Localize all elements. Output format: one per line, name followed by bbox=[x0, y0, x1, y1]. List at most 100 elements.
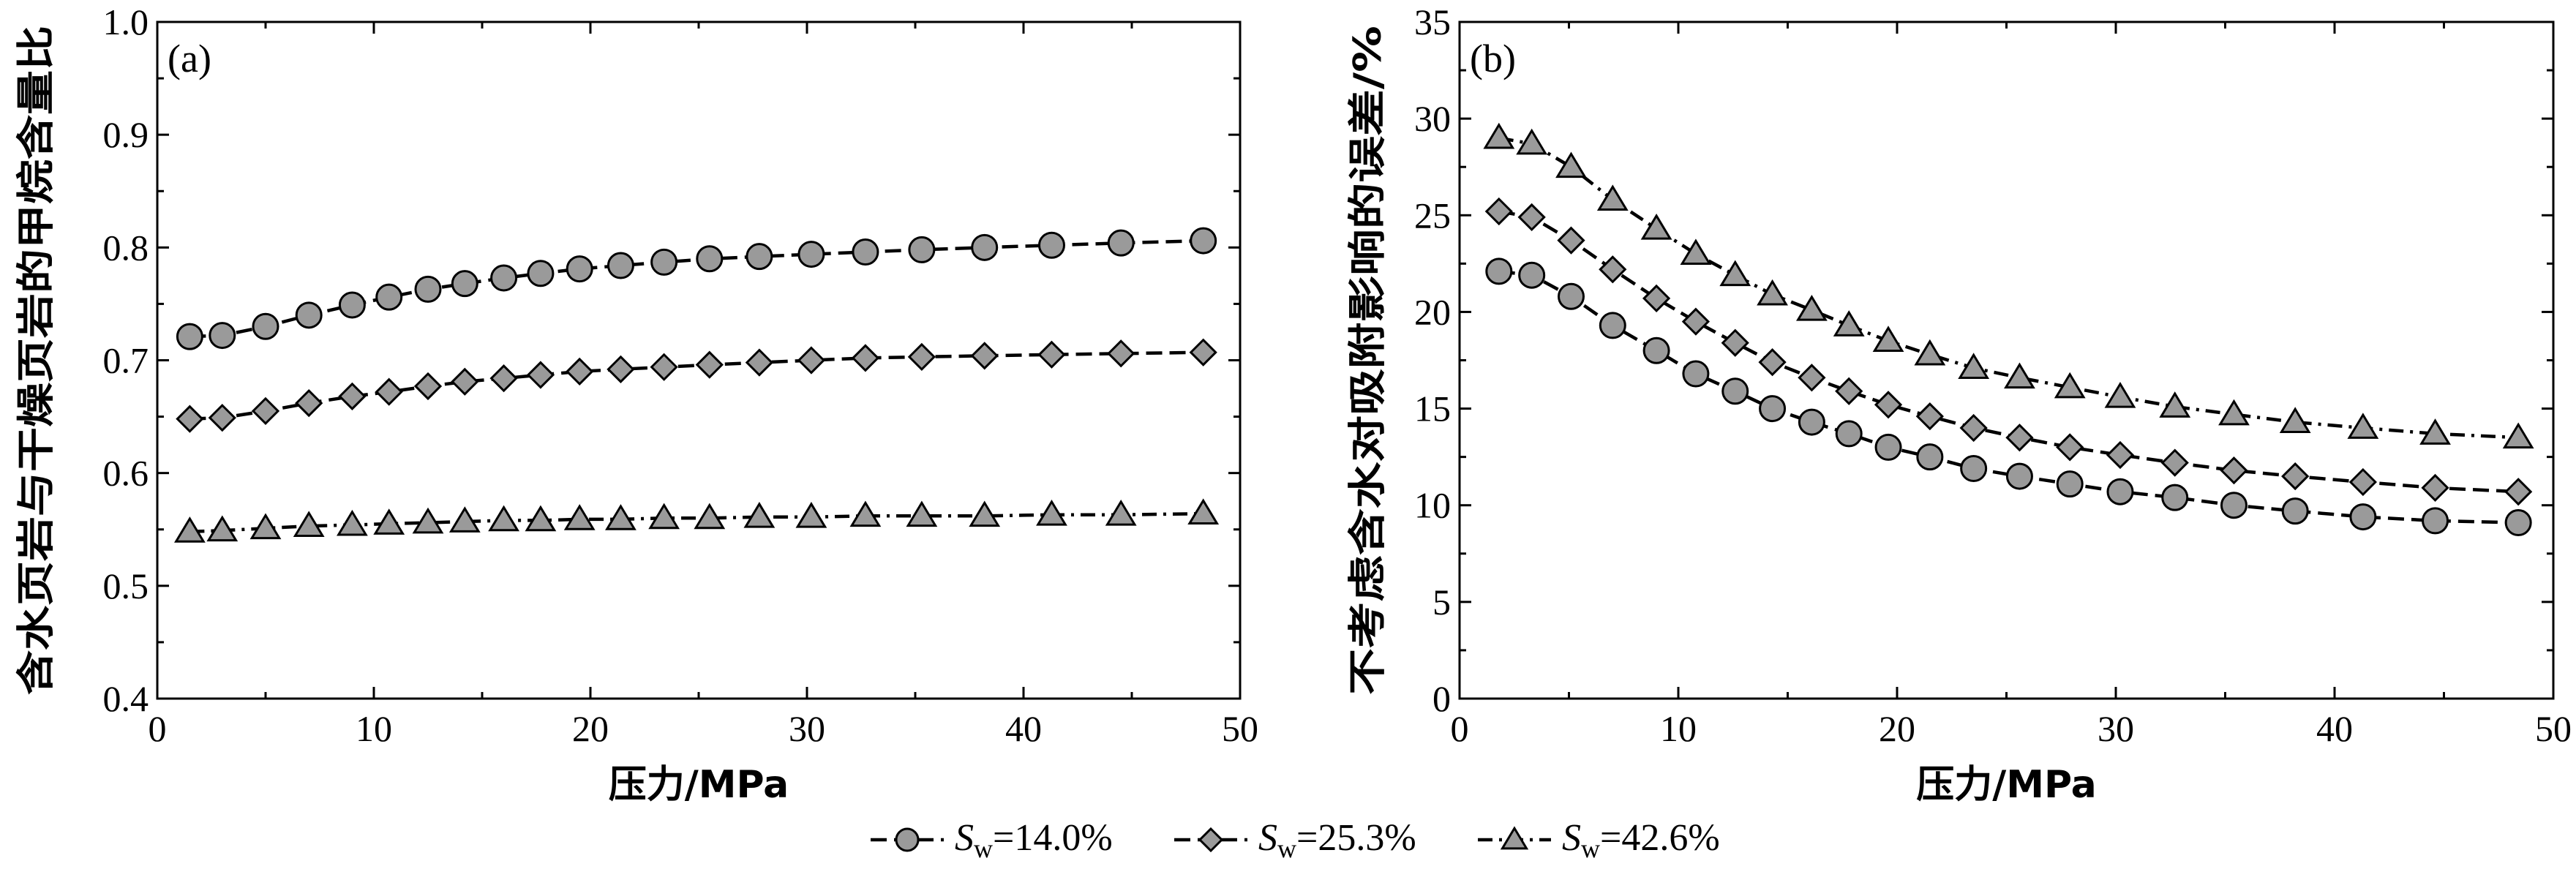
data-point bbox=[1190, 227, 1217, 255]
data-point bbox=[1721, 377, 1749, 405]
x-tick-label: 10 bbox=[356, 708, 392, 749]
data-point bbox=[448, 506, 481, 533]
data-point bbox=[206, 515, 239, 542]
legend-label: Sw=25.3% bbox=[1258, 817, 1416, 863]
data-point bbox=[1916, 443, 1944, 471]
data-point bbox=[1187, 498, 1220, 525]
data-point bbox=[2106, 478, 2134, 505]
data-point bbox=[607, 252, 634, 279]
data-point bbox=[174, 516, 206, 543]
data-point bbox=[451, 270, 478, 298]
data-point bbox=[338, 291, 366, 319]
data-point bbox=[797, 241, 825, 268]
data-point bbox=[2054, 372, 2086, 399]
data-point bbox=[373, 508, 405, 535]
data-point bbox=[1642, 284, 1671, 313]
data-point bbox=[1757, 279, 1788, 306]
data-point bbox=[1874, 433, 1902, 461]
legend-label: Sw=42.6% bbox=[1562, 817, 1720, 863]
legend-item: Sw=42.6% bbox=[1478, 817, 1720, 863]
data-point bbox=[650, 353, 678, 381]
y-tick-label: 0 bbox=[1432, 678, 1451, 719]
data-point bbox=[650, 248, 678, 276]
data-point bbox=[295, 301, 323, 329]
data-point bbox=[2004, 362, 2035, 389]
data-point bbox=[1681, 307, 1711, 336]
data-point bbox=[2159, 391, 2191, 418]
data-point bbox=[526, 361, 555, 389]
data-point bbox=[2421, 473, 2449, 503]
data-point bbox=[1484, 197, 1513, 226]
legend-marker bbox=[1198, 827, 1224, 853]
data-point bbox=[1958, 353, 1990, 379]
data-point bbox=[2504, 478, 2533, 506]
data-point bbox=[566, 255, 593, 283]
data-point bbox=[795, 502, 827, 528]
series-line bbox=[1498, 136, 2519, 440]
data-point bbox=[2218, 399, 2250, 426]
data-point bbox=[375, 377, 403, 406]
data-point bbox=[971, 233, 999, 261]
data-point bbox=[745, 348, 774, 377]
legend: Sw=14.0% Sw=25.3% Sw=42.6% bbox=[871, 817, 1720, 863]
data-point bbox=[1105, 499, 1137, 526]
data-point bbox=[414, 275, 442, 303]
legend-symbol: S bbox=[1258, 817, 1277, 859]
data-point bbox=[1915, 402, 1944, 431]
x-tick-label: 20 bbox=[1879, 708, 1915, 749]
data-point bbox=[1642, 336, 1670, 364]
data-point bbox=[1036, 499, 1067, 526]
data-point bbox=[2106, 440, 2135, 470]
x-tick-label: 40 bbox=[2316, 708, 2353, 749]
data-point bbox=[849, 500, 882, 527]
data-point bbox=[746, 243, 773, 271]
data-point bbox=[1960, 455, 1988, 482]
data-point bbox=[851, 344, 880, 372]
legend-subscript: w bbox=[974, 834, 993, 863]
data-point bbox=[1518, 261, 1546, 289]
panel-label: (b) bbox=[1470, 37, 1516, 80]
data-point bbox=[412, 507, 444, 534]
data-point bbox=[1557, 226, 1585, 255]
x-tick-label: 50 bbox=[1222, 708, 1258, 749]
data-point bbox=[1682, 360, 1710, 388]
data-point bbox=[293, 511, 325, 538]
legend-symbol: S bbox=[1562, 817, 1581, 859]
y-tick-label: 35 bbox=[1414, 1, 1451, 42]
legend-symbol: S bbox=[955, 817, 974, 859]
data-point bbox=[2056, 433, 2084, 462]
data-point bbox=[1833, 310, 1865, 336]
x-axis-label: 压力/MPa bbox=[609, 763, 789, 807]
data-point bbox=[970, 342, 999, 370]
data-point bbox=[969, 500, 1001, 527]
data-point bbox=[906, 500, 938, 527]
x-tick-label: 40 bbox=[1005, 708, 1042, 749]
data-point bbox=[2005, 462, 2033, 490]
y-tick-label: 20 bbox=[1414, 291, 1451, 332]
series-circle bbox=[176, 227, 1217, 350]
legend-value: =14.0% bbox=[993, 817, 1113, 859]
chart-panel-a: 0 10 20 30 40 50 0.4 0.5 0.6 0.7 0.8 0.9 1.0 (a) 压力/MP… bbox=[15, 1, 1258, 807]
data-point bbox=[176, 323, 203, 350]
data-point bbox=[208, 404, 236, 432]
data-point bbox=[2348, 467, 2377, 497]
y-tick-label: 30 bbox=[1414, 98, 1451, 139]
y-axis-label: 含水页岩与干燥页岩的甲烷含量比 bbox=[15, 26, 59, 695]
data-point bbox=[2502, 422, 2534, 449]
data-point bbox=[1037, 340, 1066, 369]
data-point bbox=[1795, 295, 1828, 321]
series-line bbox=[1498, 269, 2519, 524]
series-line bbox=[189, 511, 1203, 534]
data-point bbox=[2160, 448, 2189, 477]
data-point bbox=[1640, 214, 1672, 240]
y-tick-label: 1.0 bbox=[103, 1, 149, 42]
data-point bbox=[1485, 257, 1513, 285]
data-point bbox=[2419, 418, 2451, 445]
data-point bbox=[2104, 381, 2136, 408]
data-point bbox=[2422, 507, 2449, 535]
data-point bbox=[607, 355, 635, 383]
y-tick-label: 5 bbox=[1432, 582, 1451, 623]
series-line bbox=[189, 238, 1203, 339]
legend-value: =25.3% bbox=[1296, 817, 1416, 859]
